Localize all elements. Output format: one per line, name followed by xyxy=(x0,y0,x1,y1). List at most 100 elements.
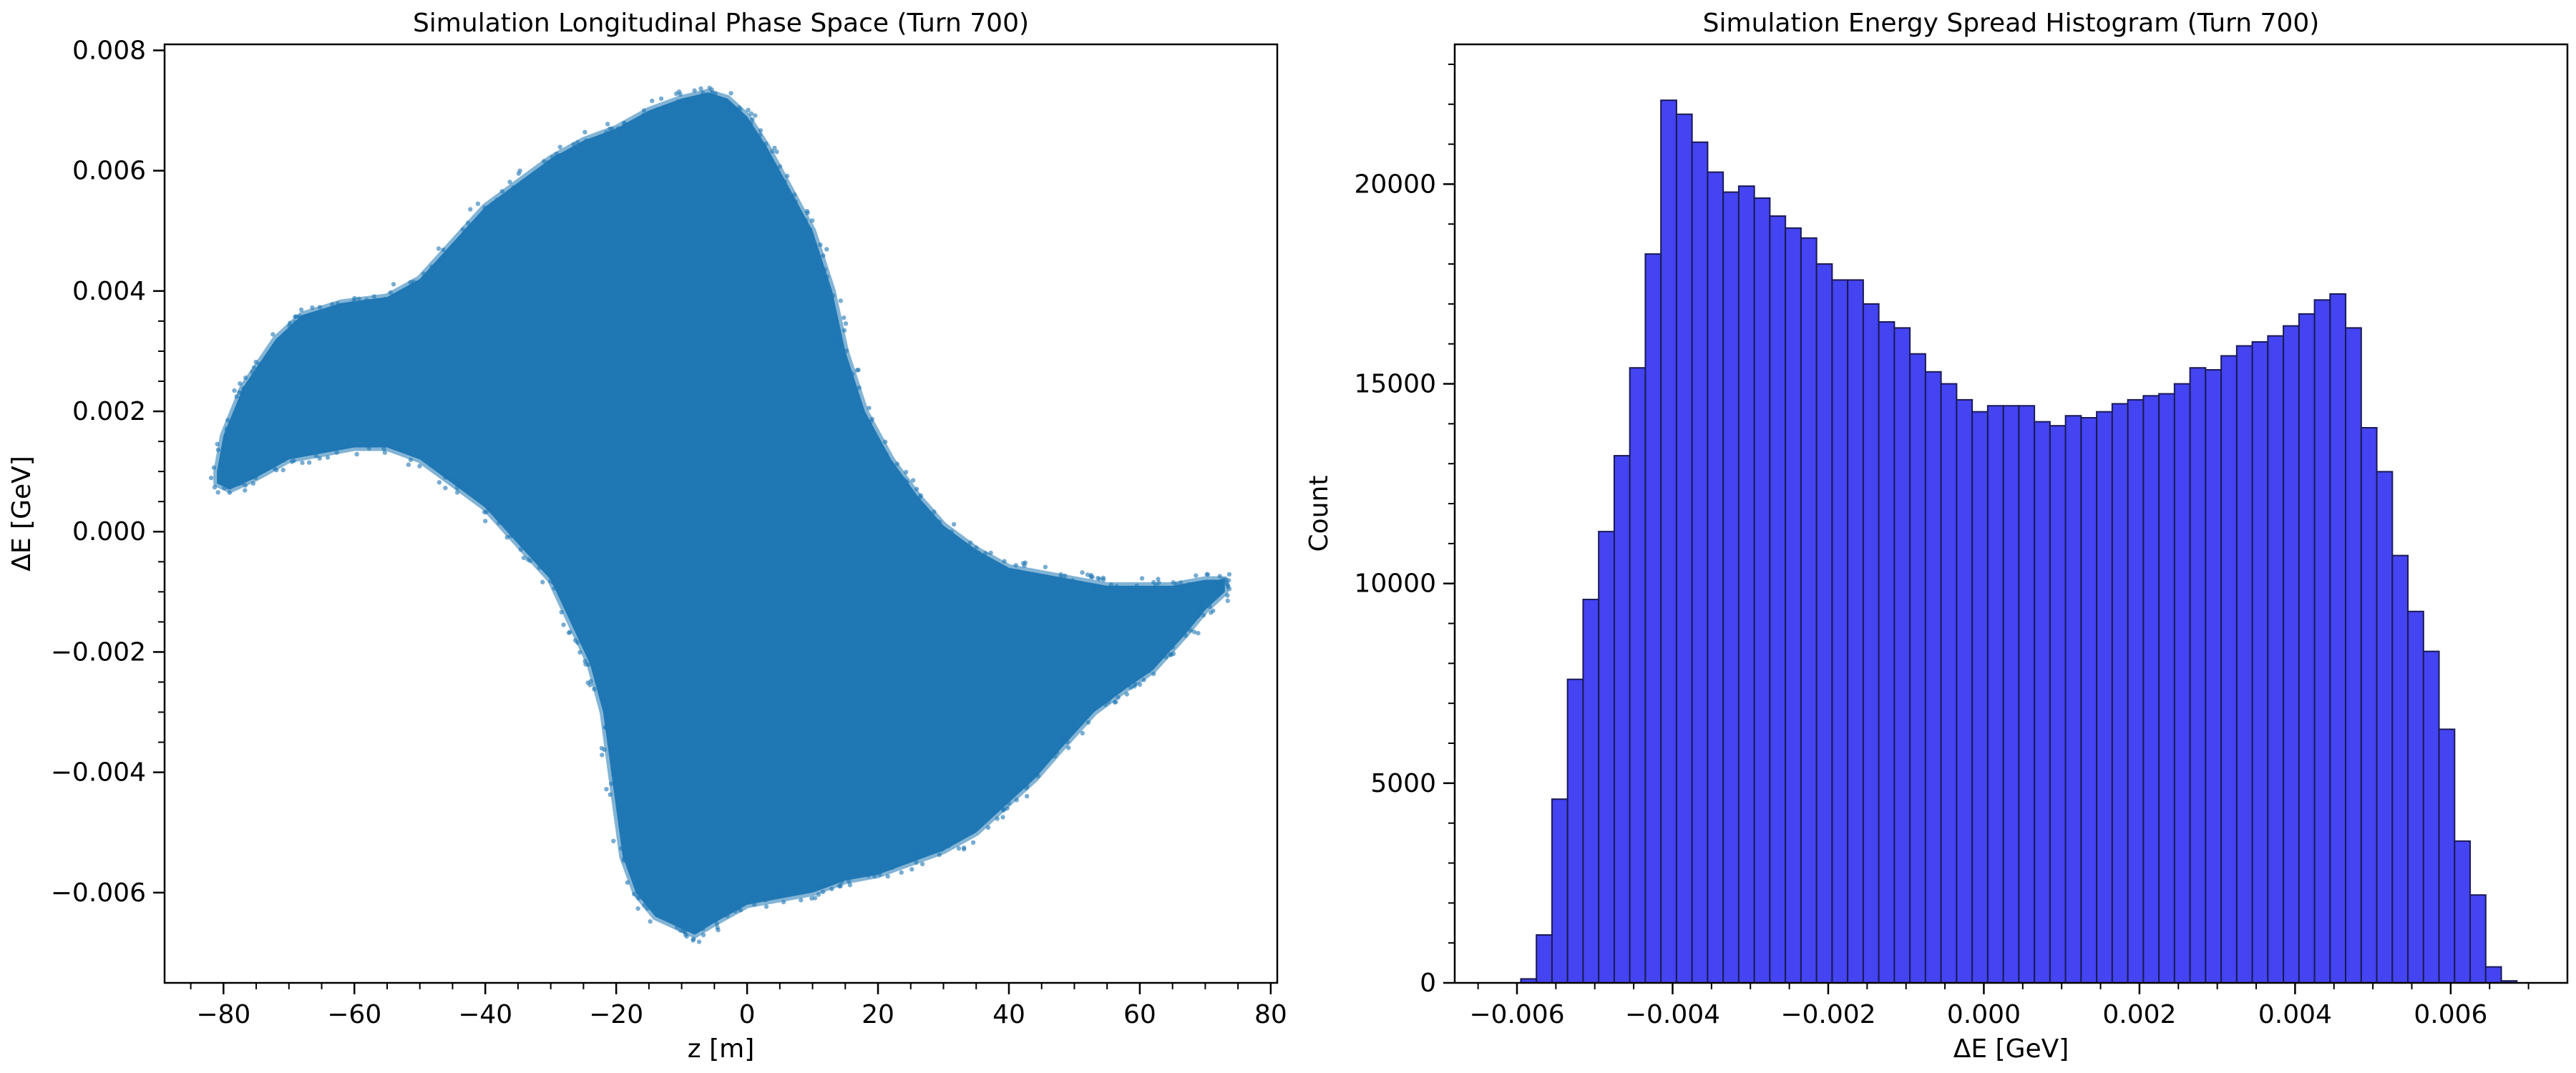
scatter-point xyxy=(1192,629,1197,635)
histogram-bar xyxy=(2235,345,2253,984)
scatter-point xyxy=(1151,671,1156,677)
scatter-point xyxy=(1171,580,1176,585)
scatter-point xyxy=(253,359,258,365)
scatter-point xyxy=(1043,564,1048,569)
scatter-point xyxy=(884,452,889,457)
scatter-point xyxy=(265,464,270,469)
scatter-point xyxy=(225,431,230,436)
scatter-point xyxy=(306,460,312,465)
scatter-point xyxy=(567,629,572,635)
scatter-point xyxy=(251,468,257,474)
scatter-point xyxy=(330,302,335,307)
scatter-point xyxy=(979,818,984,823)
y-tick-label: 0.004 xyxy=(72,277,146,306)
scatter-point xyxy=(571,142,576,147)
histogram-bar xyxy=(2454,840,2472,984)
scatter-point xyxy=(288,320,293,325)
scatter-point xyxy=(499,200,504,206)
scatter-point xyxy=(731,107,736,112)
histogram-bar xyxy=(2189,367,2207,984)
scatter-point xyxy=(803,217,809,223)
scatter-point xyxy=(582,659,587,664)
scatter-point xyxy=(859,409,865,414)
phase-space-axes-frame xyxy=(163,43,1279,984)
scatter-point xyxy=(751,894,756,900)
scatter-point xyxy=(215,447,221,453)
scatter-point xyxy=(718,102,723,107)
scatter-point xyxy=(462,232,467,237)
scatter-point xyxy=(821,253,826,258)
histogram-bar xyxy=(1769,215,1787,984)
scatter-point xyxy=(1141,677,1146,682)
histogram-bar xyxy=(2376,471,2394,984)
scatter-point xyxy=(684,934,689,939)
scatter-point xyxy=(250,474,255,479)
scatter-point xyxy=(1204,582,1210,587)
scatter-point xyxy=(280,467,286,473)
scatter-point xyxy=(1015,783,1021,788)
scatter-point xyxy=(897,484,902,489)
scatter-point xyxy=(557,144,562,150)
scatter-point xyxy=(257,367,262,372)
scatter-point xyxy=(550,155,555,160)
histogram-bar xyxy=(1753,197,1771,984)
y-tick-label: 0.006 xyxy=(72,157,146,186)
x-tick-label: 0.006 xyxy=(2414,1000,2487,1029)
scatter-point xyxy=(1033,575,1038,581)
scatter-point xyxy=(234,394,239,399)
scatter-point xyxy=(678,928,683,933)
scatter-point xyxy=(560,581,565,586)
scatter-point xyxy=(364,298,369,303)
scatter-point xyxy=(612,770,617,775)
scatter-point xyxy=(547,165,553,170)
scatter-point xyxy=(1013,563,1019,568)
histogram-bar xyxy=(2220,355,2238,984)
scatter-point xyxy=(645,906,650,911)
scatter-point xyxy=(331,446,337,451)
scatter-point xyxy=(849,399,855,405)
scatter-point xyxy=(454,490,460,495)
scatter-point xyxy=(733,109,738,115)
scatter-point xyxy=(584,138,589,143)
scatter-point xyxy=(527,559,533,564)
scatter-point xyxy=(912,851,917,856)
scatter-point xyxy=(1209,610,1214,615)
histogram-bar xyxy=(1722,191,1740,984)
scatter-point xyxy=(865,427,870,433)
scatter-point xyxy=(967,549,972,554)
histogram-bar xyxy=(1909,353,1926,984)
scatter-point xyxy=(611,736,616,741)
scatter-point xyxy=(809,896,814,901)
scatter-point xyxy=(868,419,874,424)
scatter-point xyxy=(675,99,680,104)
scatter-point xyxy=(592,687,597,692)
scatter-point xyxy=(613,780,618,785)
scatter-point xyxy=(931,521,936,526)
scatter-point xyxy=(1130,589,1135,594)
scatter-point xyxy=(917,494,922,500)
scatter-point xyxy=(545,160,551,165)
scatter-point xyxy=(317,305,323,310)
scatter-point xyxy=(781,899,786,905)
scatter-point xyxy=(970,840,976,846)
scatter-point xyxy=(1088,574,1093,579)
x-tick-label: −0.004 xyxy=(1625,1000,1720,1029)
scatter-point xyxy=(1226,572,1232,577)
scatter-point xyxy=(582,129,587,134)
scatter-core-region xyxy=(217,92,1225,935)
scatter-point xyxy=(483,519,488,524)
scatter-point xyxy=(1054,750,1060,755)
scatter-point xyxy=(572,612,577,617)
scatter-point xyxy=(482,205,487,210)
scatter-point xyxy=(622,836,627,842)
scatter-point xyxy=(600,680,605,685)
scatter-point xyxy=(604,787,609,792)
scatter-point xyxy=(829,886,834,891)
scatter-point xyxy=(909,867,914,872)
scatter-point xyxy=(847,879,852,884)
scatter-point xyxy=(962,846,967,852)
scatter-point xyxy=(1066,745,1071,750)
scatter-point xyxy=(714,921,719,926)
scatter-point xyxy=(567,607,573,612)
scatter-point xyxy=(1033,772,1039,777)
